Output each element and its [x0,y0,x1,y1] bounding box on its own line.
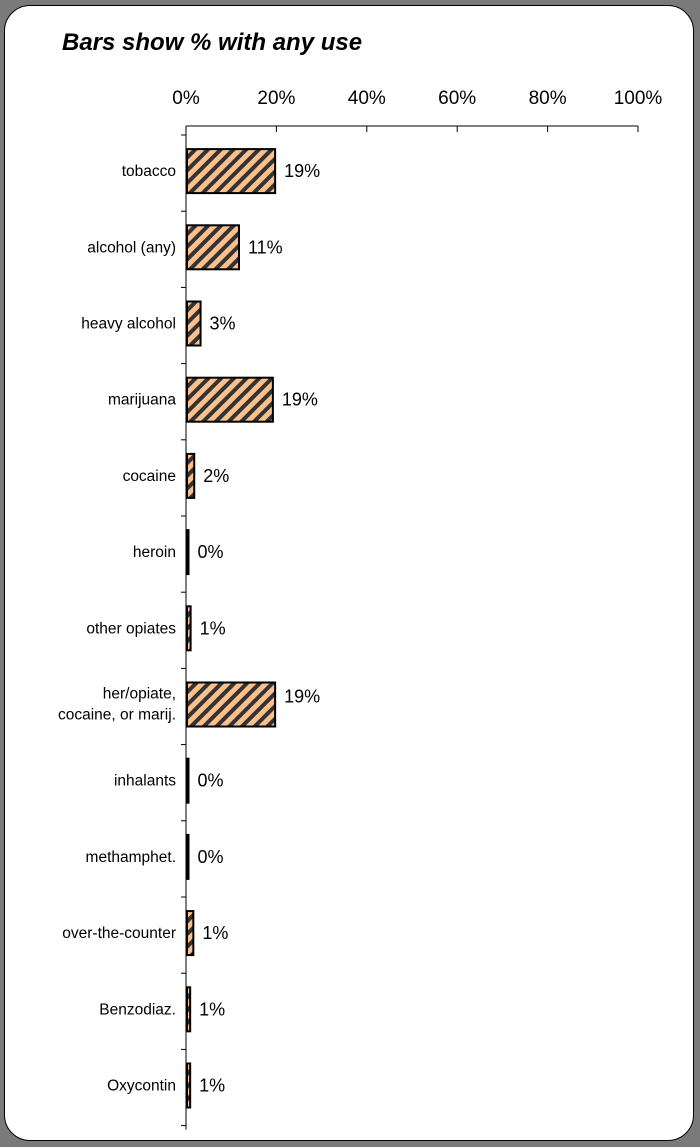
value-label: 1% [200,618,226,638]
chart-title: Bars show % with any use [62,29,362,56]
category-label: Benzodiaz. [99,1001,176,1018]
x-tick-label: 0% [172,88,200,109]
category-label: heroin [133,544,176,561]
value-label: 11% [248,237,283,257]
value-label: 1% [202,923,228,943]
category-label: methamphet. [86,849,176,866]
value-label: 19% [282,390,318,410]
bar [186,681,277,728]
category-label: tobacco [122,163,176,180]
value-label: 3% [210,314,236,334]
x-tick-label: 40% [348,88,386,109]
value-label: 19% [284,687,320,707]
category-label-line: cocaine, or marij. [58,707,176,724]
category-label: heavy alcohol [81,316,176,333]
category-label-line: her/opiate, [103,686,176,703]
category-label: Oxycontin [107,1078,176,1095]
bar [186,224,240,271]
x-tick-label: 80% [529,88,567,109]
category-label: over-the-counter [62,925,176,942]
value-label: 2% [203,466,229,486]
bar [186,833,190,880]
bar [186,452,196,499]
x-tick-label: 100% [614,88,663,109]
value-label: 1% [199,1076,225,1096]
value-label: 0% [198,771,224,791]
category-label: cocaine [123,468,176,485]
category-label: alcohol (any) [87,239,176,256]
bar [186,300,202,347]
category-label: her/opiate, cocaine, or marij. [58,686,176,724]
value-label: 0% [198,847,224,867]
x-axis: 0% 20% 40% 60% 80% 100% [172,88,662,1130]
bar [186,529,190,576]
bar [186,1062,192,1109]
bar [186,148,277,195]
chart-panel: Bars show % with any use 0% 20% 40% 60% 80% 1… [4,5,694,1141]
x-tick-label: 20% [257,88,295,109]
bar [186,605,192,652]
bars-group: tobacco 19% alcohol (any) 11% heavy alcohol 3… [58,148,320,1109]
value-label: 19% [284,161,320,181]
category-label: marijuana [108,392,176,409]
category-label: other opiates [86,620,176,637]
value-label: 0% [198,542,224,562]
bar [186,757,190,804]
bar [186,376,274,423]
category-label: inhalants [114,773,176,790]
bar-chart: Bars show % with any use 0% 20% 40% 60% 80% 1… [58,29,662,1130]
value-label: 1% [199,999,225,1019]
x-tick-label: 60% [438,88,476,109]
bar [186,910,195,957]
bar [186,986,192,1033]
